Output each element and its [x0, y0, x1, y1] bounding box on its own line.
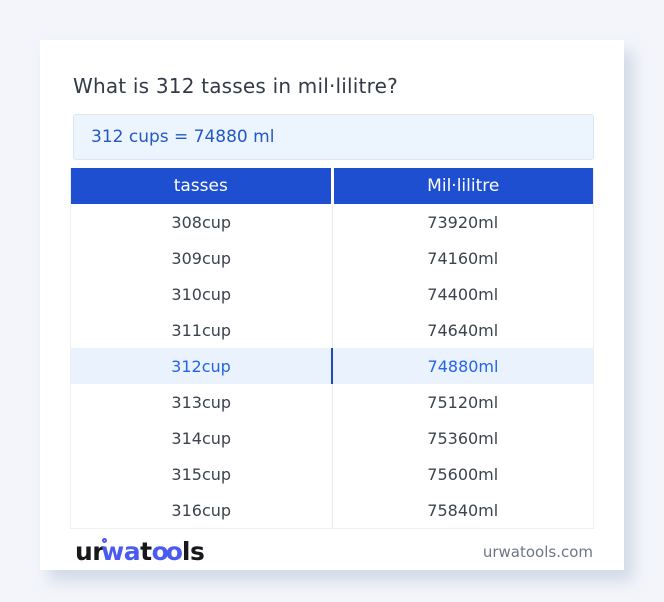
table-cell-cup: 308cup [171, 212, 232, 232]
table-body: 308cup 73920ml 309cup 74160ml 310cup 74400ml 3… [71, 204, 593, 528]
conversion-table: tasses Mil·lilitre 308cup 73920ml 309cup 74… [70, 168, 594, 529]
table-row: 314cup 75360ml [71, 420, 593, 456]
table-cell-ml: 75120ml [331, 384, 594, 420]
logo-text-wa: wa [101, 537, 141, 566]
table-row: 308cup 73920ml [71, 204, 593, 240]
table-row: 310cup 74400ml [71, 276, 593, 312]
table-cell-ml: 73920ml [331, 204, 594, 240]
table-cell-ml: 74160ml [331, 240, 594, 276]
table-header-millilitre: Mil·lilitre [330, 168, 594, 204]
table-cell-cup: 313cup [171, 392, 232, 412]
table-row-highlighted: 312cup 74880ml [71, 348, 593, 384]
logo-text-t: t [140, 537, 152, 566]
brand-logo[interactable]: urwatools [75, 537, 205, 566]
table-cell-ml: 75600ml [331, 456, 594, 492]
page-title: What is 312 tasses in mil·lilitre? [73, 74, 398, 98]
table-cell-cup: 315cup [171, 464, 232, 484]
table-cell-cup: 311cup [171, 320, 232, 340]
conversion-result-box: 312 cups = 74880 ml [73, 114, 594, 160]
table-cell-cup: 309cup [171, 248, 232, 268]
table-cell-cup: 314cup [171, 428, 232, 448]
table-row: 309cup 74160ml [71, 240, 593, 276]
table-cell-cup: 316cup [171, 500, 232, 520]
conversion-result-text: 312 cups = 74880 ml [91, 127, 275, 147]
card-footer: urwatools urwatools.com [70, 529, 594, 578]
logo-glasses-oo: oo [151, 537, 183, 566]
logo-text-ls: ls [181, 537, 205, 566]
table-row: 316cup 75840ml [71, 492, 593, 528]
table-row: 311cup 74640ml [71, 312, 593, 348]
table-row: 313cup 75120ml [71, 384, 593, 420]
logo-ring-icon [102, 538, 108, 543]
table-cell-ml: 75360ml [331, 420, 594, 456]
table-row: 315cup 75600ml [71, 456, 593, 492]
table-cell-ml: 75840ml [331, 492, 594, 528]
table-header-row: tasses Mil·lilitre [71, 168, 593, 204]
table-cell-ml: 74880ml [331, 348, 593, 384]
site-domain: urwatools.com [482, 542, 593, 561]
conversion-card: What is 312 tasses in mil·lilitre? 312 c… [40, 40, 624, 570]
table-cell-cup: 312cup [171, 356, 231, 376]
logo-text-ur: ur [75, 537, 105, 566]
table-header-cups: tasses [173, 176, 228, 196]
table-cell-cup: 310cup [171, 284, 232, 304]
table-cell-ml: 74400ml [331, 276, 594, 312]
table-cell-ml: 74640ml [331, 312, 594, 348]
